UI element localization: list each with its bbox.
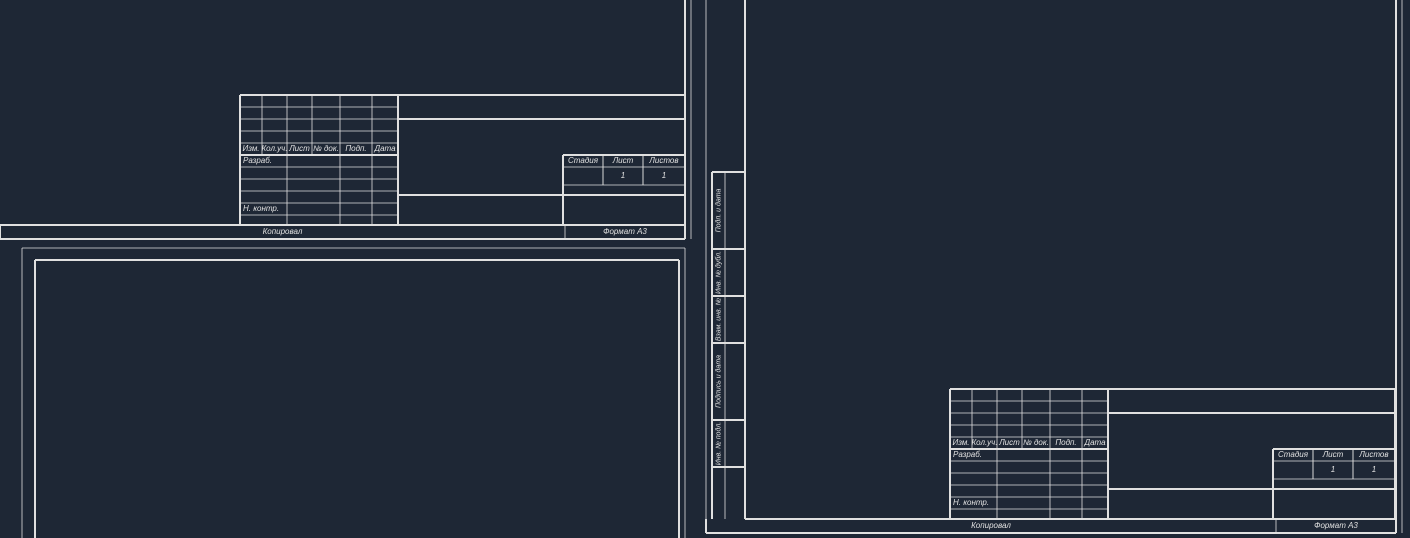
sidecol-3: Подпись и дата [714, 355, 722, 408]
tb-hdr-2: Лист [998, 438, 1020, 447]
tb-list-val: 1 [1331, 465, 1335, 474]
footer-format: Формат А3 [1314, 521, 1358, 530]
tb-hdr-0: Изм. [952, 438, 969, 447]
tb-hdr-2: Лист [288, 144, 310, 153]
sidecol-2: Взам. инв. № [715, 297, 722, 341]
tb-listov: Листов [648, 156, 678, 165]
tb-hdr-5: Дата [373, 144, 396, 153]
tb-hdr-4: Подп. [1055, 438, 1076, 447]
tb-row-nkontr: Н. контр. [953, 498, 989, 507]
tb-listov: Листов [1358, 450, 1388, 459]
footer-kopiroval: Копировал [263, 227, 303, 236]
tb-hdr-5: Дата [1083, 438, 1106, 447]
tb-hdr-1: Кол.уч. [971, 438, 997, 447]
footer-kopiroval: Копировал [971, 521, 1011, 530]
tb-list-val: 1 [621, 171, 625, 180]
tb-row-nkontr: Н. контр. [243, 204, 279, 213]
cad-canvas[interactable]: Изм.Кол.уч.Лист№ док.Подп.ДатаРазраб.Н. … [0, 0, 1410, 538]
tb-hdr-0: Изм. [242, 144, 259, 153]
tb-list: Лист [612, 156, 634, 165]
tb-stadiya: Стадия [568, 156, 599, 165]
tb-row-razrab: Разраб. [953, 450, 982, 459]
sidecol-4: Инв. № подл. [714, 422, 722, 465]
tb-listov-val: 1 [1372, 465, 1376, 474]
footer-format: Формат А3 [603, 227, 647, 236]
tb-row-razrab: Разраб. [243, 156, 272, 165]
tb-listov-val: 1 [662, 171, 666, 180]
tb-hdr-1: Кол.уч. [261, 144, 287, 153]
tb-hdr-3: № док. [1023, 438, 1049, 447]
tb-stadiya: Стадия [1278, 450, 1309, 459]
tb-hdr-4: Подп. [345, 144, 366, 153]
sidecol-1: Инв. № дубл. [714, 251, 722, 294]
tb-hdr-3: № док. [313, 144, 339, 153]
tb-list: Лист [1322, 450, 1344, 459]
sidecol-0: Подп. и дата [714, 188, 722, 232]
